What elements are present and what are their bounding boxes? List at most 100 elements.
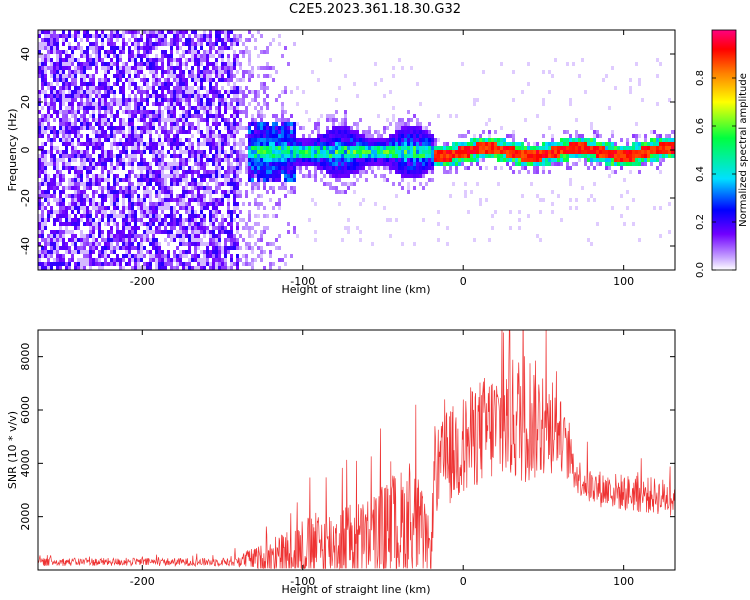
spectrogram-cell xyxy=(203,110,206,114)
spectrogram-cell xyxy=(278,162,281,166)
spectrogram-cell xyxy=(188,206,191,210)
spectrogram-cell xyxy=(401,130,404,134)
spectrogram-cell xyxy=(161,130,164,134)
spectrogram-cell xyxy=(179,58,182,62)
spectrogram-cell xyxy=(632,146,635,150)
spectrogram-cell xyxy=(569,198,572,202)
spectrogram-cell xyxy=(254,90,257,94)
spectrogram-cell xyxy=(155,226,158,230)
spectrogram-cell xyxy=(191,186,194,190)
spectrogram-cell xyxy=(215,210,218,214)
snr-xlabel: Height of straight line (km) xyxy=(281,583,430,596)
spectrogram-cell xyxy=(533,154,536,158)
spectrogram-cell xyxy=(185,218,188,222)
spectrogram-cell xyxy=(101,210,104,214)
spectrogram-cell xyxy=(257,162,260,166)
spectrogram-cell xyxy=(140,178,143,182)
spectrogram-cell xyxy=(647,158,650,162)
spectrogram-cell xyxy=(128,98,131,102)
spectrogram-cell xyxy=(590,138,593,142)
spectrogram-cell xyxy=(143,198,146,202)
spectrogram-cell xyxy=(77,250,80,254)
spectrogram-cell xyxy=(179,174,182,178)
spectrogram-cell xyxy=(215,30,218,34)
spectrogram-cell xyxy=(62,242,65,246)
spectrogram-cell xyxy=(644,142,647,146)
spectrogram-cell xyxy=(203,54,206,58)
spectrogram-cell xyxy=(149,42,152,46)
spectrogram-cell xyxy=(398,150,401,154)
spectrogram-cell xyxy=(152,82,155,86)
spectrogram-cell xyxy=(89,246,92,250)
spectrogram-cell xyxy=(122,94,125,98)
spectrogram-cell xyxy=(329,150,332,154)
spectrogram-cell xyxy=(515,162,518,166)
spectrogram-cell xyxy=(293,142,296,146)
spectrogram-cell xyxy=(65,50,68,54)
spectrogram-cell xyxy=(383,162,386,166)
spectrogram-cell xyxy=(608,166,611,170)
spectrogram-cell xyxy=(353,166,356,170)
spectrogram-cell xyxy=(140,202,143,206)
spectrogram-cell xyxy=(158,138,161,142)
spectrogram-cell xyxy=(149,222,152,226)
spectrogram-cell xyxy=(38,154,41,158)
spectrogram-cell xyxy=(323,162,326,166)
spectrogram-cell xyxy=(263,154,266,158)
spectrogram-cell xyxy=(413,154,416,158)
spectrogram-cell xyxy=(134,266,137,270)
spectrogram-cell xyxy=(512,150,515,154)
spectrogram-cell xyxy=(230,122,233,126)
spectrogram-cell xyxy=(386,126,389,130)
spectrogram-cell xyxy=(407,126,410,130)
spectrogram-cell xyxy=(53,186,56,190)
spectrogram-cell xyxy=(164,262,167,266)
spectrogram-cell xyxy=(524,138,527,142)
spectrogram-cell xyxy=(44,42,47,46)
spectrogram-cell xyxy=(215,74,218,78)
spectrogram-cell xyxy=(233,182,236,186)
spectrogram-cell xyxy=(566,138,569,142)
spectrogram-cell xyxy=(221,42,224,46)
spectrogram-cell xyxy=(209,46,212,50)
spectrogram-cell xyxy=(398,130,401,134)
spectrogram-cell xyxy=(41,78,44,82)
spectrogram-cell xyxy=(287,122,290,126)
spectrogram-cell xyxy=(134,126,137,130)
spectrogram-cell xyxy=(107,82,110,86)
spectrogram-cell xyxy=(257,138,260,142)
spectrogram-cell xyxy=(80,206,83,210)
spectrogram-cell xyxy=(224,62,227,66)
spectrogram-cell xyxy=(50,34,53,38)
spectrogram-cell xyxy=(482,142,485,146)
spectrogram-cell xyxy=(137,198,140,202)
spectrogram-cell xyxy=(383,206,386,210)
spectrogram-cell xyxy=(167,98,170,102)
spectrogram-cell xyxy=(575,138,578,142)
spectrogram-cell xyxy=(98,182,101,186)
spectrogram-cell xyxy=(98,262,101,266)
spectrogram-cell xyxy=(71,222,74,226)
spectrogram-cell xyxy=(77,30,80,34)
spectrogram-cell xyxy=(80,90,83,94)
spectrogram-cell xyxy=(98,82,101,86)
spectrogram-cell xyxy=(209,90,212,94)
spectrogram-cell xyxy=(353,170,356,174)
spectrogram-cell xyxy=(164,218,167,222)
spectrogram-cell xyxy=(257,142,260,146)
spectrogram-cell xyxy=(638,134,641,138)
spectrogram-cell xyxy=(494,150,497,154)
spectrogram-cell xyxy=(527,154,530,158)
spectrogram-cell xyxy=(320,142,323,146)
spectrogram-cell xyxy=(74,194,77,198)
spectrogram-cell xyxy=(188,170,191,174)
spectrogram-cell xyxy=(590,194,593,198)
spectrogram-cell xyxy=(77,42,80,46)
ytick-label: 2000 xyxy=(19,503,32,531)
spectrogram-cell xyxy=(68,34,71,38)
spectrogram-cell xyxy=(56,182,59,186)
spectrogram-cell xyxy=(656,102,659,106)
spectrogram-cell xyxy=(104,102,107,106)
spectrogram-cell xyxy=(167,30,170,34)
spectrogram-cell xyxy=(545,154,548,158)
